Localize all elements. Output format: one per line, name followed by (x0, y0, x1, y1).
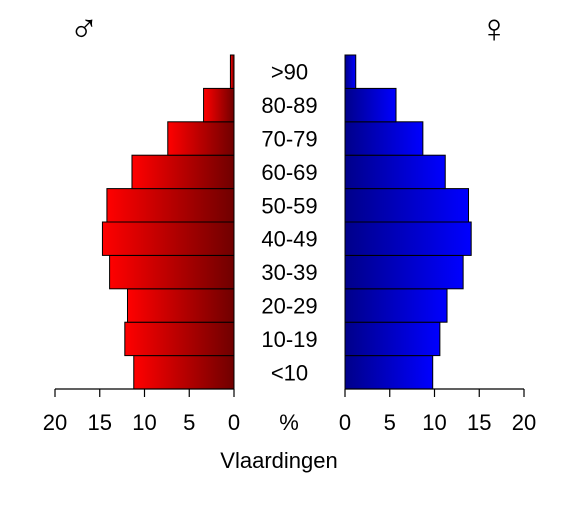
male-bar-50-59 (106, 188, 235, 223)
left-tick-label: 15 (88, 410, 112, 435)
left-tick-label: 5 (183, 410, 195, 435)
male-bar-20-29 (126, 288, 235, 323)
left-tick-label: 10 (132, 410, 156, 435)
right-tick-label: 10 (422, 410, 446, 435)
right-tick-label: 15 (467, 410, 491, 435)
male-bar-30-39 (109, 254, 235, 290)
female-bar-30-39 (344, 254, 464, 290)
male-symbol: ♂ (69, 7, 99, 51)
age-group-labels: <10 10-19 20-29 30-39 40-49 50-59 60-69 70-79 80… (261, 60, 317, 386)
age-label: 60-69 (261, 160, 317, 185)
age-label: 50-59 (261, 193, 317, 218)
x-axes: 0 0 5 5 10 10 15 15 20 20 (43, 388, 536, 435)
right-tick-label: 5 (384, 410, 396, 435)
age-label: >90 (271, 60, 308, 85)
female-bar-60-69 (344, 154, 446, 190)
age-label: 10-19 (261, 327, 317, 352)
female-bar-80-89 (344, 87, 397, 123)
male-bar-70-79 (167, 121, 235, 156)
age-label: <10 (271, 360, 308, 385)
age-label: 30-39 (261, 260, 317, 285)
male-bar-40-49 (101, 221, 235, 256)
age-label: 70-79 (261, 127, 317, 152)
age-label: 80-89 (261, 93, 317, 118)
chart-title: Vlaardingen (220, 448, 337, 473)
female-bar-<10 (344, 355, 434, 390)
female-symbol: ♀ (479, 7, 509, 51)
male-bar-60-69 (131, 154, 235, 190)
left-tick-label: 0 (228, 410, 240, 435)
right-tick-label: 0 (339, 410, 351, 435)
male-bar->90 (229, 54, 235, 89)
age-label: 20-29 (261, 294, 317, 319)
age-label: 40-49 (261, 227, 317, 252)
male-bars (101, 54, 235, 390)
percent-axis-label: % (279, 410, 299, 435)
female-bars (344, 54, 472, 390)
male-bar-80-89 (203, 87, 235, 123)
male-bar-<10 (133, 355, 235, 390)
female-bar->90 (344, 54, 357, 89)
female-bar-20-29 (344, 288, 448, 323)
male-bar-10-19 (124, 321, 235, 357)
right-tick-label: 20 (512, 410, 536, 435)
left-tick-label: 20 (43, 410, 67, 435)
female-bar-40-49 (344, 221, 472, 256)
female-bar-70-79 (344, 121, 424, 156)
female-bar-50-59 (344, 188, 470, 223)
female-bar-10-19 (344, 321, 441, 357)
